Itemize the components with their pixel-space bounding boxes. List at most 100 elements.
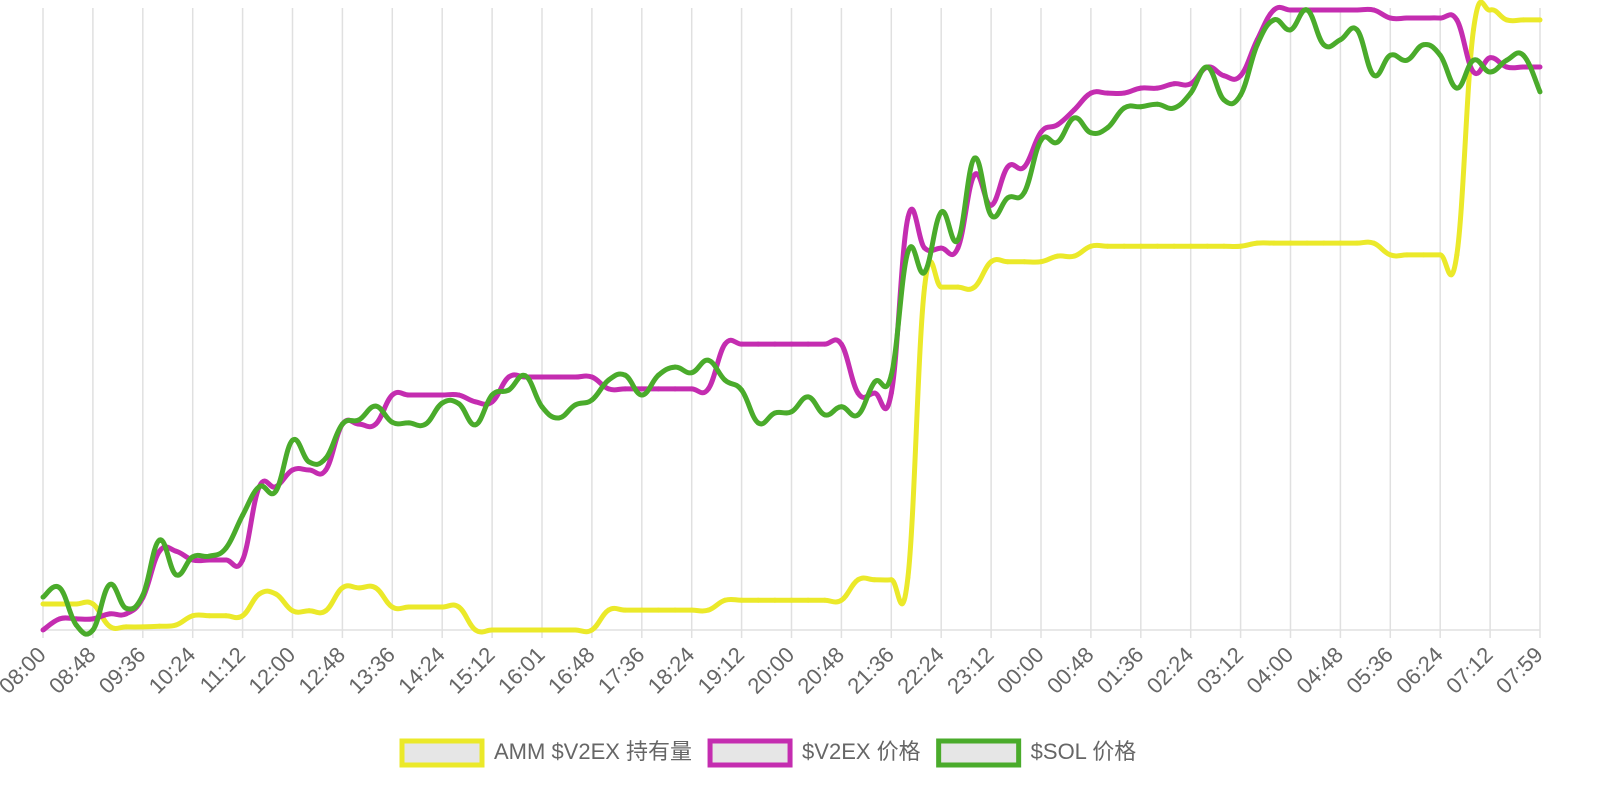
point (1021, 164, 1027, 170)
point (855, 577, 861, 583)
point (1387, 15, 1393, 21)
point (57, 616, 63, 622)
point (1221, 73, 1227, 79)
point (539, 374, 545, 380)
point (240, 613, 246, 619)
point (805, 394, 811, 400)
x-tick-label: 22:24 (892, 642, 949, 699)
point (323, 608, 329, 614)
point (472, 399, 478, 405)
point (1055, 253, 1061, 259)
point (1371, 7, 1377, 13)
x-tick-label: 16:48 (543, 642, 600, 699)
point (789, 409, 794, 415)
x-tick-label: 03:12 (1192, 642, 1249, 699)
point (855, 412, 861, 418)
point (572, 627, 578, 633)
point (40, 594, 46, 600)
point (1038, 259, 1044, 265)
point (1221, 97, 1227, 103)
point (655, 607, 661, 613)
point (1520, 17, 1526, 23)
point (589, 627, 595, 633)
point (1537, 89, 1543, 95)
point (1105, 243, 1111, 249)
point (489, 627, 495, 633)
point (323, 455, 329, 461)
point (922, 245, 928, 251)
point (672, 364, 678, 370)
x-tick-label: 04:48 (1291, 642, 1348, 699)
point (522, 373, 528, 379)
point (90, 616, 96, 622)
point (872, 379, 878, 385)
point (1437, 15, 1443, 21)
point (1470, 69, 1476, 75)
point (556, 415, 562, 421)
point (888, 372, 894, 378)
point (173, 548, 179, 554)
point (90, 627, 96, 633)
point (672, 607, 678, 613)
legend-label: $V2EX 价格 (802, 739, 921, 764)
point (955, 284, 961, 290)
legend-swatch (936, 738, 1022, 768)
point (672, 386, 678, 392)
point (1504, 64, 1510, 70)
point (1337, 7, 1343, 13)
point (1171, 243, 1177, 249)
point (1504, 57, 1510, 63)
point (1204, 64, 1210, 70)
point (1005, 164, 1011, 170)
point (1238, 73, 1244, 79)
point (1371, 240, 1377, 246)
x-tick-label: 20:48 (792, 642, 849, 699)
point (1337, 37, 1343, 43)
point (1288, 7, 1293, 13)
point (522, 627, 528, 633)
point (439, 604, 445, 610)
point (373, 403, 379, 409)
point (1138, 243, 1144, 249)
point (622, 607, 628, 613)
point (1520, 64, 1526, 70)
point (705, 607, 711, 613)
point (1121, 243, 1127, 249)
point (772, 341, 778, 347)
point (1288, 240, 1293, 246)
point (306, 608, 312, 614)
point (772, 410, 778, 416)
point (1421, 15, 1427, 21)
x-tick-label: 08:00 (0, 642, 51, 699)
point (506, 627, 512, 633)
point (1421, 42, 1427, 48)
point (1454, 252, 1460, 258)
x-tick-label: 07:12 (1441, 642, 1498, 699)
point (1071, 115, 1077, 121)
point (1454, 85, 1460, 91)
point (689, 386, 695, 392)
point (755, 420, 761, 426)
point (556, 374, 562, 380)
point (1005, 259, 1011, 265)
point (888, 390, 894, 396)
point (1105, 125, 1111, 131)
point (622, 386, 628, 392)
point (1188, 90, 1194, 96)
point (938, 209, 944, 215)
point (772, 597, 778, 603)
point (1188, 81, 1194, 87)
point (1271, 17, 1277, 23)
point (240, 512, 246, 518)
x-tick-label: 14:24 (393, 642, 450, 699)
point (1021, 259, 1027, 265)
point (1537, 64, 1543, 70)
point (1055, 139, 1061, 145)
point (606, 377, 612, 383)
point (1055, 122, 1061, 128)
point (938, 245, 944, 251)
point (107, 611, 113, 617)
point (423, 604, 429, 610)
point (1254, 42, 1260, 48)
point (1271, 7, 1277, 13)
